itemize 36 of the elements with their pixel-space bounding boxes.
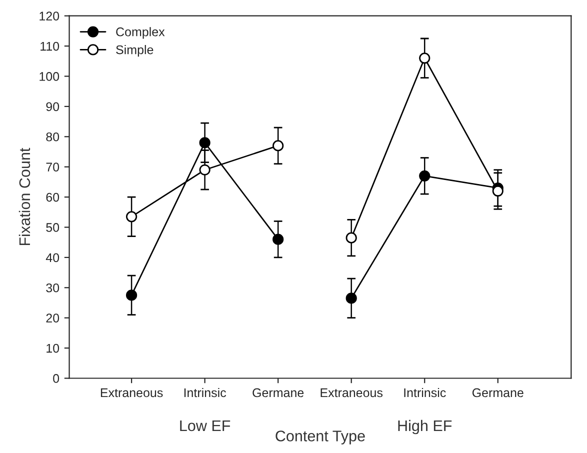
y-tick-label: 60 xyxy=(46,192,60,202)
point xyxy=(272,140,284,152)
x-tick-label: Germane xyxy=(252,388,304,398)
x-tick-label: Intrinsic xyxy=(184,388,226,398)
legend-label: Simple xyxy=(116,45,154,57)
y-tick-label: 100 xyxy=(40,72,60,81)
y-tick-label: 30 xyxy=(46,283,60,292)
point xyxy=(126,211,138,222)
point xyxy=(199,164,210,176)
point xyxy=(126,290,138,301)
y-tick-label: 120 xyxy=(40,12,60,21)
x-tick-label: Germane xyxy=(472,388,524,398)
y-tick-label: 20 xyxy=(46,314,60,323)
x-axis-title: Content Type xyxy=(276,430,365,444)
point xyxy=(492,185,504,197)
point xyxy=(272,234,284,245)
y-tick-label: 40 xyxy=(46,253,60,262)
point xyxy=(419,52,430,64)
x-tick-label: Intrinsic xyxy=(404,388,446,398)
point xyxy=(199,137,210,148)
legend-label: Complex xyxy=(116,27,165,39)
text: Low EF xyxy=(180,420,230,432)
point xyxy=(346,232,357,244)
y-axis-title: Fixation Count xyxy=(18,148,30,246)
x-tick-label: Extraneous xyxy=(320,388,383,398)
y-tick-label: 80 xyxy=(46,132,60,142)
point xyxy=(346,292,357,304)
y-tick-label: 0 xyxy=(53,374,60,383)
point xyxy=(419,170,430,182)
y-tick-label: 110 xyxy=(40,42,60,51)
text: High EF xyxy=(398,420,452,434)
y-tick-label: 70 xyxy=(46,162,60,172)
y-tick-label: 90 xyxy=(46,102,60,112)
y-tick-label: 10 xyxy=(46,344,60,353)
y-tick-label: 50 xyxy=(46,223,60,232)
x-tick-label: Extraneous xyxy=(100,388,163,398)
